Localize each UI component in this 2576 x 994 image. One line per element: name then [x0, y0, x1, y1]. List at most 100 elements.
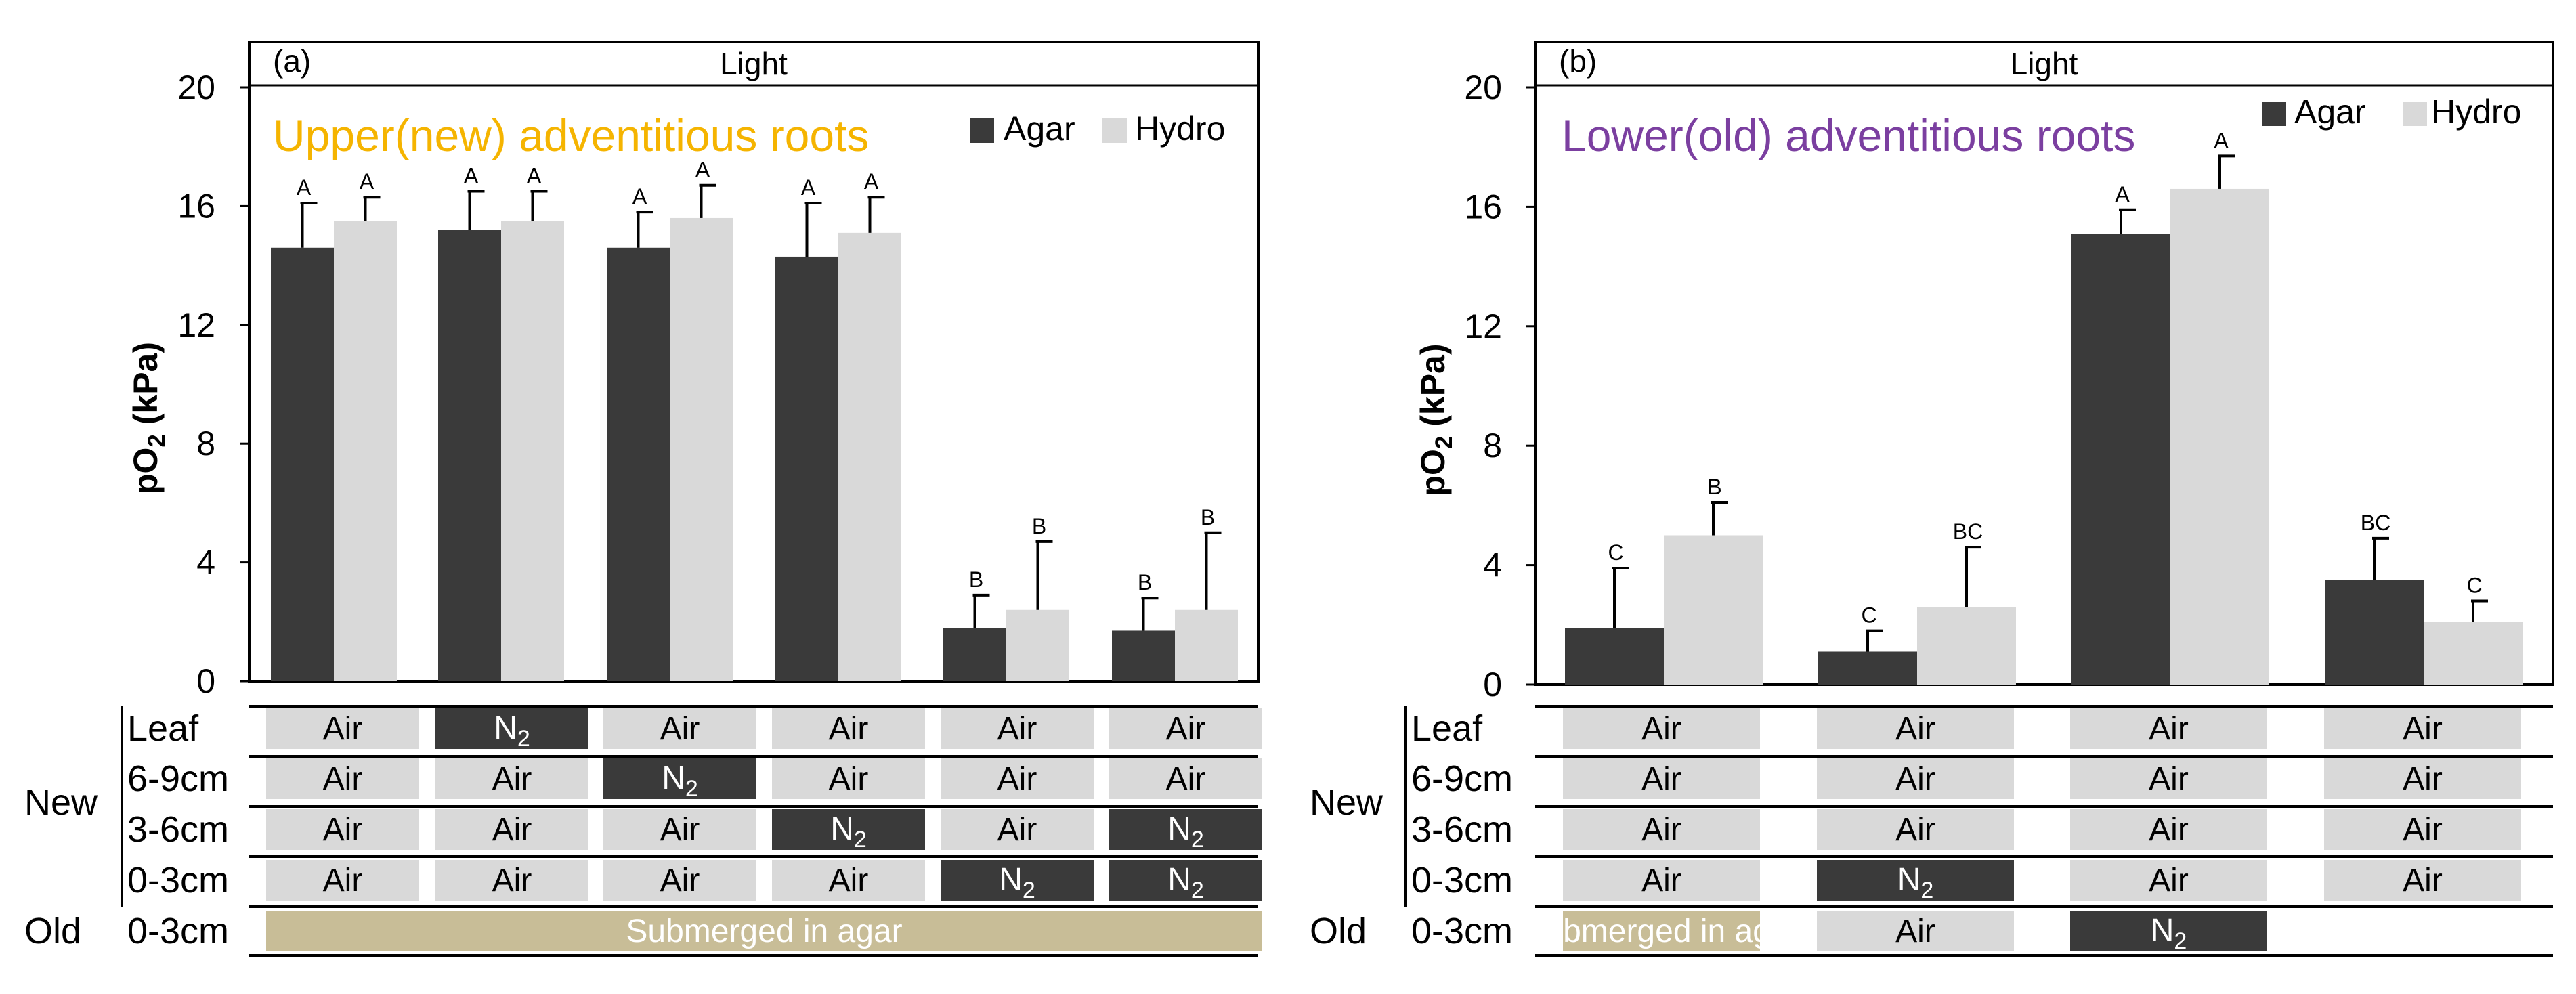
- panel-a-cell-label: N2: [999, 862, 1035, 903]
- panel-a-cell-label: N2: [1167, 862, 1204, 903]
- panel-b-cell-air: [1817, 708, 2014, 749]
- panel-a-y-tick-label: 20: [177, 68, 215, 106]
- panel-b-cell-label: Air: [2403, 863, 2443, 899]
- panel-a-cell-air: [266, 860, 419, 901]
- panel-a-cell-label: Submerged in agar: [626, 913, 902, 949]
- panel-a-y-tick-label: 8: [196, 425, 215, 462]
- panel-a-cell-submerged: [266, 911, 1262, 951]
- panel-b-cell-n2: [2070, 911, 2267, 951]
- panel-b-y-tick-label: 12: [1464, 307, 1502, 345]
- panel-a-sig-letter-agar: A: [632, 184, 647, 209]
- panel-b-group-label-new: New: [1310, 782, 1383, 823]
- panel-a-sig-letter-agar: B: [1138, 570, 1152, 595]
- panel-b-cell-label: Submerged in agar: [1523, 913, 1799, 949]
- panel-b-sig-letter-hydro: A: [2214, 128, 2229, 152]
- panel-b-cell-submerged: [1563, 911, 1760, 951]
- panel-a-cell-air: [941, 708, 1094, 749]
- panel-a-cell-air: [1109, 708, 1262, 749]
- panel-a-y-tick-label: 12: [177, 306, 215, 344]
- panel-b-sig-letter-hydro: B: [1707, 475, 1721, 499]
- panel-a-panel-label: (a): [273, 43, 311, 79]
- panel-a-cell-n2: [435, 708, 588, 749]
- panel-b-y-tick-label: 8: [1483, 427, 1502, 464]
- panel-a-cell-air: [1109, 758, 1262, 799]
- panel-a-bar-hydro: [670, 217, 733, 681]
- panel-a-cell-air: [603, 809, 756, 850]
- panel-b-bar-agar: [2071, 234, 2170, 685]
- panel-a-cell-label: Air: [660, 711, 700, 747]
- panel-b-sig-letter-hydro: C: [2466, 574, 2482, 598]
- panel-a-cell-air: [435, 758, 588, 799]
- panel-b-cell-label: Air: [1895, 711, 1935, 747]
- panel-b-cell-label: Air: [2149, 812, 2189, 848]
- panel-b-bar-hydro: [2170, 188, 2269, 685]
- panel-a-cell-air: [435, 860, 588, 901]
- panel-a-sig-letter-agar: A: [297, 175, 312, 200]
- panel-b-legend-label-agar: Agar: [2294, 93, 2366, 131]
- panel-b-cell-air: [2070, 708, 2267, 749]
- panel-b-sig-letter-agar: BC: [2361, 511, 2390, 535]
- panel-b-row-label: Leaf: [1411, 708, 1483, 749]
- panel-b-y-tick-label: 0: [1483, 666, 1502, 704]
- panel-a-cell-label: Air: [492, 761, 532, 797]
- panel-a-sig-letter-hydro: A: [695, 158, 710, 182]
- panel-a-cell-label: Air: [829, 863, 869, 899]
- panel-b-sig-letter-hydro: BC: [1953, 519, 1983, 544]
- panel-a-cell-label: Air: [997, 812, 1037, 848]
- panel-a-bar-hydro: [501, 221, 564, 681]
- panel-a-chart-title: Upper(new) adventitious roots: [273, 110, 869, 160]
- panel-a-row-label-old: 0-3cm: [127, 911, 229, 951]
- panel-a-bar-agar: [607, 247, 670, 681]
- panel-b-row-label: 6-9cm: [1411, 758, 1513, 799]
- panel-a-sig-letter-hydro: B: [1201, 505, 1215, 530]
- panel-b-cell-label: Air: [1641, 711, 1681, 747]
- panel-a-bar-agar: [271, 247, 334, 681]
- panel-b-y-tick-label: 20: [1464, 68, 1502, 106]
- panel-b-sig-letter-agar: C: [1861, 603, 1876, 628]
- panel-a-cell-label: Air: [492, 812, 532, 848]
- panel-a-sig-letter-hydro: A: [864, 169, 879, 194]
- panel-b-cell-label: N2: [1897, 862, 1934, 903]
- panel-a-cell-air: [435, 809, 588, 850]
- panel-a-legend-label-hydro: Hydro: [1135, 110, 1225, 148]
- panel-a-cell-label: N2: [494, 710, 530, 752]
- panel-b-cell-label: Air: [1895, 761, 1935, 797]
- panel-a-bar-agar: [943, 628, 1006, 681]
- panel-b-cell-label: Air: [2149, 863, 2189, 899]
- panel-b-cell-air: [1563, 758, 1760, 799]
- panel-a-cell-label: Air: [997, 711, 1037, 747]
- panel-b-bar-agar: [1818, 651, 1917, 685]
- panel-b-cell-label: N2: [2151, 913, 2187, 954]
- panel-a-frame: [248, 41, 1260, 683]
- panel-a-cell-air: [941, 809, 1094, 850]
- panel-b-y-tick-label: 16: [1464, 188, 1502, 225]
- panel-b-row-label-old: 0-3cm: [1411, 911, 1513, 951]
- panel-a-cell-label: Air: [660, 812, 700, 848]
- panel-a-legend-swatch-hydro: [1102, 118, 1127, 143]
- panel-a-bar-hydro: [334, 221, 397, 681]
- panel-a-cell-air: [772, 708, 925, 749]
- panel-a-cell-label: Air: [323, 711, 363, 747]
- panel-b-y-axis-label: pO2 (kPa): [1414, 343, 1457, 496]
- panel-b-cell-label: Air: [2403, 761, 2443, 797]
- panel-b-legend-swatch-hydro: [2403, 102, 2427, 126]
- panel-b-bar-agar: [2325, 580, 2424, 685]
- panel-a-cell-label: Air: [1166, 711, 1206, 747]
- panel-a: (a) Light Upper(new) adventitious roots 0 4 8…: [24, 41, 1262, 957]
- panel-a-row-label: 0-3cm: [127, 860, 229, 901]
- panel-b-bar-hydro: [1664, 535, 1763, 685]
- panel-b-cell-label: Air: [2403, 711, 2443, 747]
- panel-a-cell-air: [941, 758, 1094, 799]
- panel-b-cell-label: Air: [1641, 812, 1681, 848]
- panel-a-legend-label-agar: Agar: [1004, 110, 1075, 148]
- panel-a-bar-hydro: [1006, 609, 1069, 681]
- panel-b-sig-letter-agar: C: [1608, 540, 1623, 565]
- panel-b-cell-air: [1817, 911, 2014, 951]
- panel-a-cell-air: [772, 758, 925, 799]
- panel-b-legend-swatch-agar: [2262, 102, 2286, 126]
- panel-a-cell-label: Air: [323, 761, 363, 797]
- panel-b-panel-label: (b): [1559, 43, 1597, 79]
- panel-a-y-tick-label: 0: [196, 662, 215, 700]
- panel-a-cell-air: [603, 860, 756, 901]
